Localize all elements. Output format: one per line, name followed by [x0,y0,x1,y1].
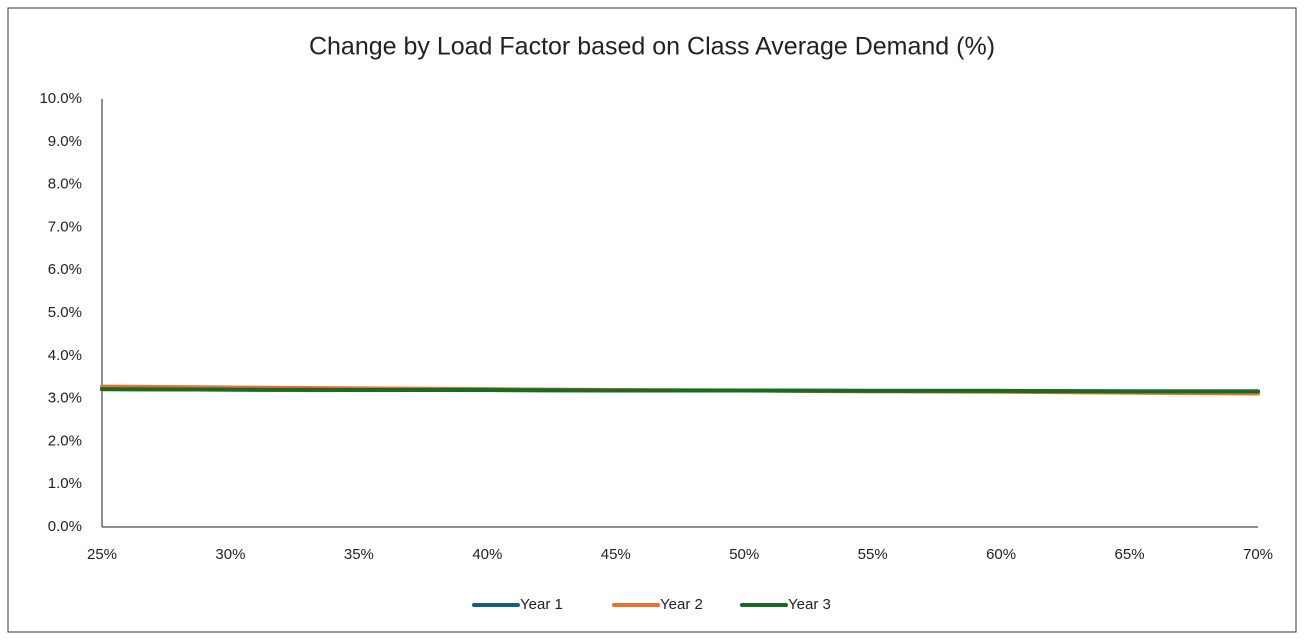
x-tick-label: 55% [858,546,888,563]
y-tick-label: 0.0% [48,518,82,535]
y-tick-label: 1.0% [48,475,82,492]
x-tick-label: 45% [601,546,631,563]
x-tick-label: 30% [215,546,245,563]
y-tick-label: 3.0% [48,390,82,407]
y-tick-label: 9.0% [48,133,82,150]
x-tick-label: 25% [87,546,117,563]
x-tick-label: 35% [344,546,374,563]
legend-label: Year 2 [660,596,703,613]
x-tick-label: 40% [472,546,502,563]
x-tick-label: 70% [1243,546,1273,563]
x-tick-label: 60% [986,546,1016,563]
y-tick-label: 6.0% [48,261,82,278]
y-tick-label: 8.0% [48,176,82,193]
legend-label: Year 3 [788,596,831,613]
y-tick-label: 10.0% [39,90,82,107]
y-tick-label: 2.0% [48,432,82,449]
chart-frame [7,7,1297,633]
series-line [100,387,1260,394]
x-tick-label: 50% [729,546,759,563]
legend-label: Year 1 [520,596,563,613]
x-tick-label: 65% [1115,546,1145,563]
chart-title: Change by Load Factor based on Class Ave… [309,33,995,61]
y-tick-label: 7.0% [48,218,82,235]
y-tick-label: 4.0% [48,347,82,364]
y-tick-label: 5.0% [48,304,82,321]
